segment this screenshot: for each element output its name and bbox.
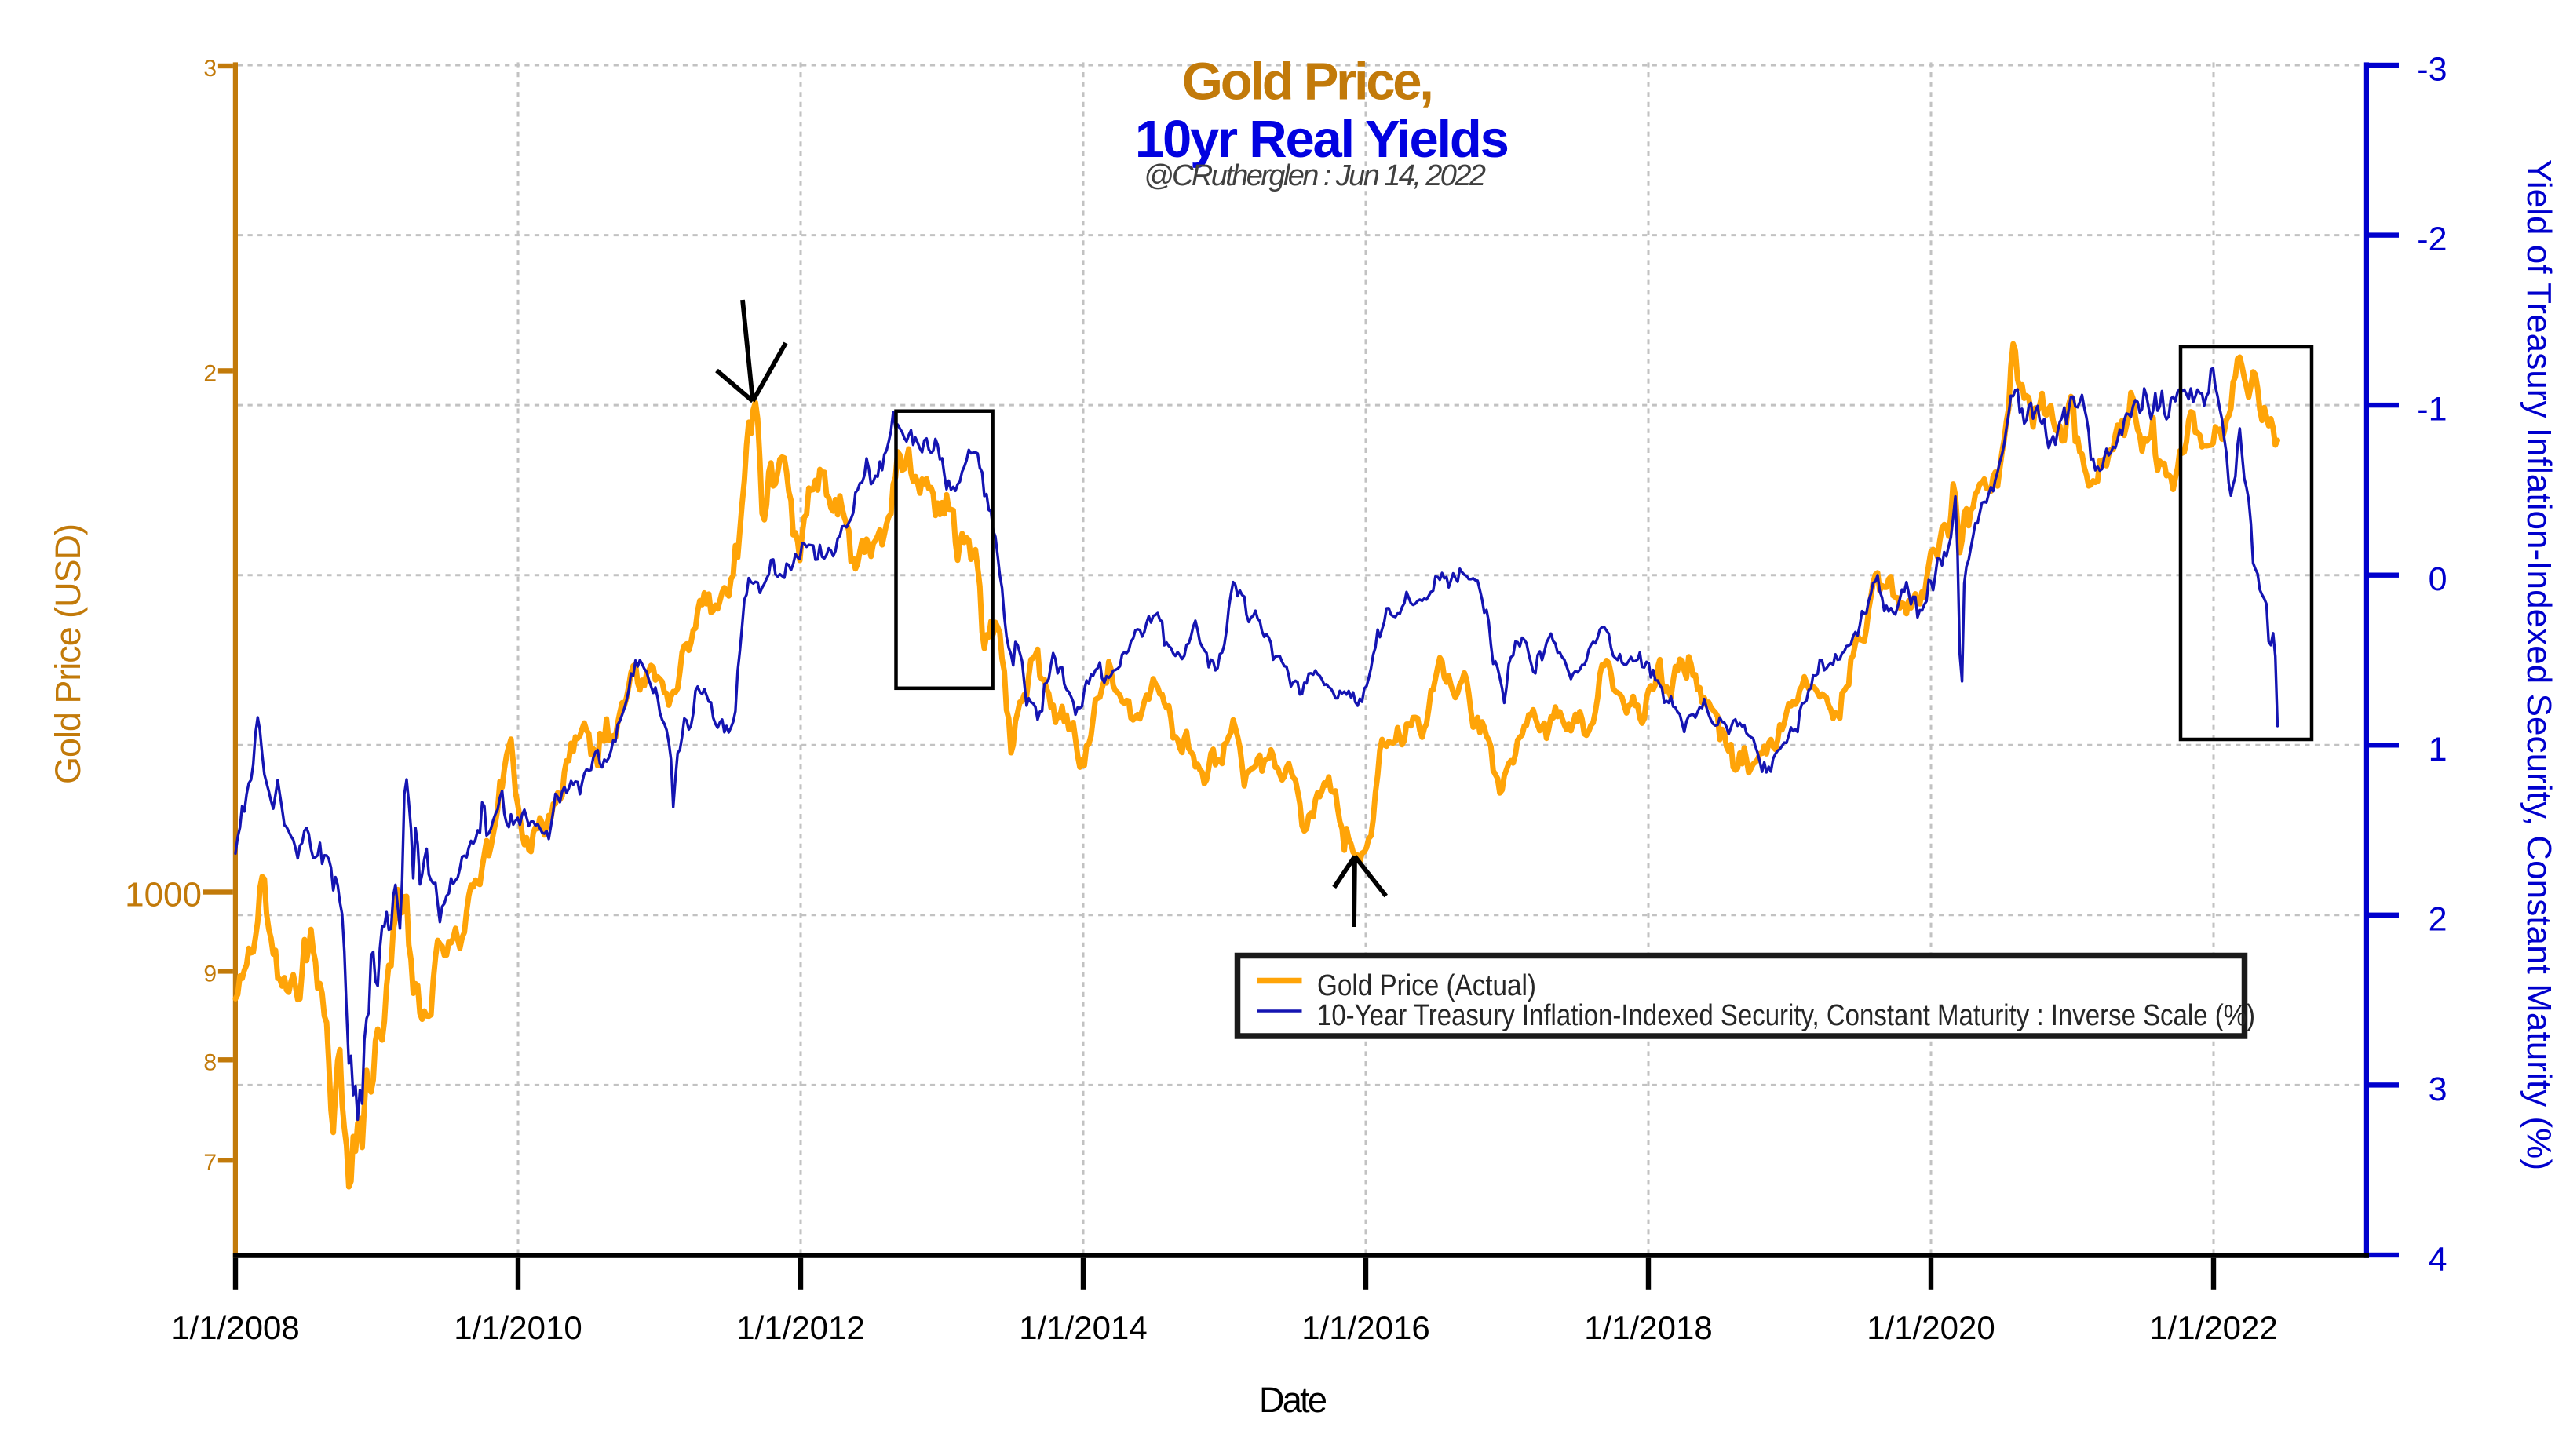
svg-text:2: 2 <box>203 360 217 386</box>
svg-text:7: 7 <box>203 1150 217 1176</box>
svg-text:10yr Real Yields: 10yr Real Yields <box>1135 110 1509 169</box>
svg-text:1/1/2008: 1/1/2008 <box>171 1309 300 1346</box>
svg-text:@CRutherglen : Jun 14, 2022: @CRutherglen : Jun 14, 2022 <box>1144 159 1486 192</box>
svg-text:-2: -2 <box>2417 221 2447 258</box>
svg-text:1/1/2020: 1/1/2020 <box>1867 1309 1995 1346</box>
svg-text:0: 0 <box>2429 560 2447 598</box>
svg-text:Gold Price (Actual): Gold Price (Actual) <box>1317 969 1536 1002</box>
svg-text:Gold Price,: Gold Price, <box>1182 53 1434 111</box>
svg-text:-1: -1 <box>2417 391 2447 429</box>
svg-text:1/1/2012: 1/1/2012 <box>736 1309 865 1346</box>
svg-text:2: 2 <box>2429 900 2447 938</box>
svg-text:1/1/2014: 1/1/2014 <box>1019 1309 1148 1346</box>
svg-text:Date: Date <box>1259 1380 1327 1420</box>
svg-text:Yield of Treasury Inflation-In: Yield of Treasury Inflation-Indexed Secu… <box>2520 159 2555 1170</box>
svg-text:1/1/2016: 1/1/2016 <box>1301 1309 1430 1346</box>
svg-text:1000: 1000 <box>125 876 202 914</box>
svg-text:4: 4 <box>2429 1241 2447 1279</box>
svg-text:1/1/2010: 1/1/2010 <box>454 1309 582 1346</box>
svg-text:8: 8 <box>203 1049 217 1075</box>
svg-text:1/1/2022: 1/1/2022 <box>2149 1309 2278 1346</box>
svg-text:1: 1 <box>2429 731 2447 768</box>
svg-text:10-Year Treasury Inflation-Ind: 10-Year Treasury Inflation-Indexed Secur… <box>1317 999 2255 1032</box>
svg-text:Gold Price (USD): Gold Price (USD) <box>48 524 88 784</box>
svg-text:-3: -3 <box>2417 51 2447 89</box>
svg-text:3: 3 <box>2429 1071 2447 1108</box>
svg-text:3: 3 <box>203 56 217 82</box>
svg-text:1/1/2018: 1/1/2018 <box>1584 1309 1713 1346</box>
svg-text:9: 9 <box>203 961 217 987</box>
